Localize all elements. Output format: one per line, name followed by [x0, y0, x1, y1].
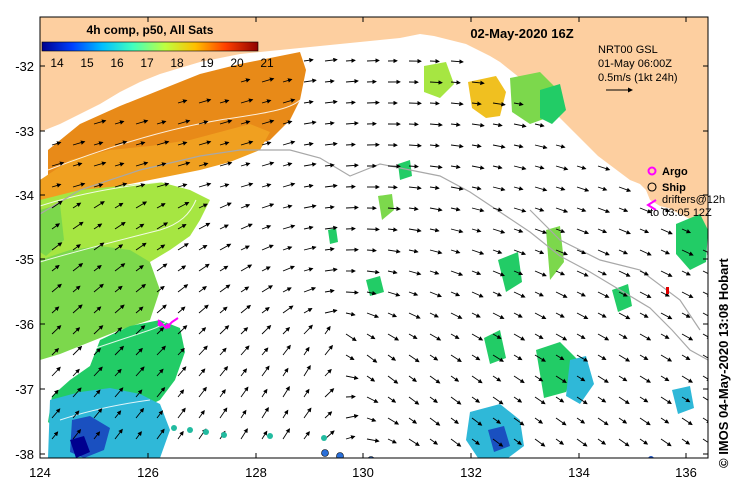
colorbar-tick-label: 15: [80, 56, 94, 70]
sst-contours: [40, 99, 301, 421]
colorbar-title: 4h comp, p50, All Sats: [87, 23, 214, 37]
ship-legend-icon: [647, 182, 657, 192]
x-tick-label: 136: [675, 465, 697, 480]
y-tick-label: -36: [15, 317, 34, 332]
float-marker: [666, 287, 669, 294]
current-date: 01-May 06:00Z: [598, 58, 672, 70]
argo-legend-icon: [647, 166, 657, 176]
x-tick-label: 130: [352, 465, 374, 480]
colorbar-tick-label: 17: [140, 56, 154, 70]
argo-legend-label: Argo: [662, 166, 688, 178]
drifter-positions: [171, 425, 327, 441]
y-tick-label: -33: [15, 124, 34, 139]
credit-text: © IMOS 04-May-2020 13:08 Hobart: [716, 258, 731, 468]
colorbar-tick-label: 16: [110, 56, 124, 70]
ship-marker: [648, 456, 654, 458]
drifter-legend-icon: [646, 199, 657, 211]
current-vectors: [51, 57, 708, 447]
y-tick-label: -35: [15, 252, 34, 267]
drifter-legend-label: drifters@12h: [662, 194, 725, 206]
current-source: NRT00 GSL: [598, 44, 658, 56]
colorbar-swatch: [41, 41, 259, 52]
colorbar-tick-label: 18: [170, 56, 184, 70]
colorbar-tick-label: 14: [50, 56, 64, 70]
axes: 124 126 128 130 132 134 136 -32 -33 -34 -35 -36 -37 -…: [15, 17, 708, 480]
bathymetry-line-2: [529, 209, 701, 331]
current-scale: 0.5m/s (1kt 24h): [598, 72, 677, 84]
map-title: 02-May-2020 16Z: [470, 26, 573, 41]
x-tick-label: 124: [29, 465, 51, 480]
land-mass: [40, 17, 708, 232]
argo-floats: [157, 317, 179, 330]
y-tick-label: -32: [15, 59, 34, 74]
legend: Argo Ship drifters@12h to 03:05 12Z: [646, 166, 725, 219]
colorbar: 4h comp, p50, All Sats 14 15 16 17 18 19 20 21: [41, 23, 274, 70]
y-tick-label: -34: [15, 188, 34, 203]
ship-legend-label: Ship: [662, 182, 686, 194]
colorbar-tick-label: 21: [260, 56, 274, 70]
x-tick-label: 134: [568, 465, 590, 480]
map-frame: [39, 16, 709, 459]
colorbar-tick-label: 20: [230, 56, 244, 70]
colorbar-tick-label: 19: [200, 56, 214, 70]
y-tick-label: -38: [15, 447, 34, 462]
x-tick-label: 126: [137, 465, 159, 480]
current-info: NRT00 GSL 01-May 06:00Z 0.5m/s (1kt 24h): [598, 44, 677, 93]
x-tick-label: 132: [460, 465, 482, 480]
x-tick-label: 128: [245, 465, 267, 480]
drifter-legend-label-2: to 03:05 12Z: [650, 207, 712, 219]
bathymetry-line: [40, 149, 708, 361]
y-tick-label: -37: [15, 382, 34, 397]
